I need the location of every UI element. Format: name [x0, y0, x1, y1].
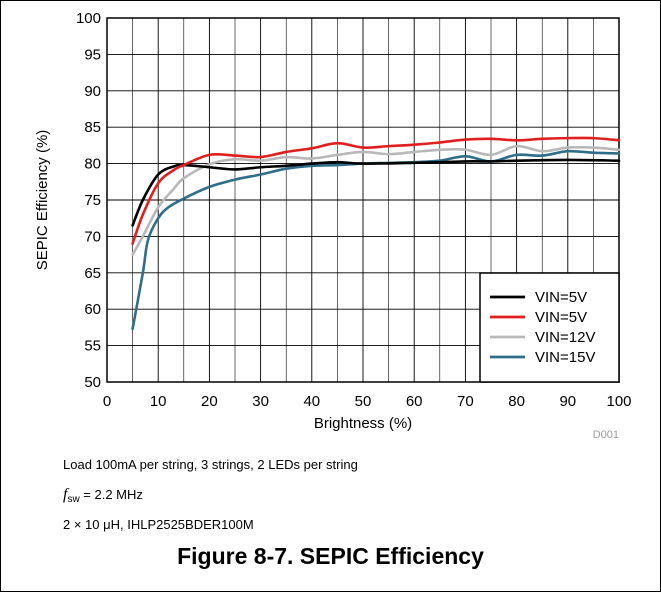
fsw-value: = 2.2 MHz	[79, 487, 143, 502]
y-tick-label: 90	[84, 83, 101, 100]
note-inductor: 2 × 10 μH, IHLP2525BDER100M	[63, 517, 254, 532]
legend-box	[479, 272, 620, 383]
legend-label-3: VIN=12V	[535, 329, 595, 346]
x-tick-label: 100	[606, 393, 631, 410]
x-tick-label: 70	[457, 393, 474, 410]
figure-caption: Figure 8-7. SEPIC Efficiency	[177, 543, 484, 569]
note-switching-frequency: fsw = 2.2 MHz	[63, 486, 143, 505]
y-tick-label: 100	[76, 10, 101, 27]
x-tick-label: 20	[201, 393, 218, 410]
y-tick-label: 65	[84, 265, 101, 282]
y-tick-label: 75	[84, 192, 101, 209]
x-tick-label: 10	[150, 393, 167, 410]
x-tick-label: 80	[508, 393, 525, 410]
x-tick-label: 60	[406, 393, 423, 410]
legend-label-2: VIN=5V	[535, 309, 587, 326]
y-tick-label: 85	[84, 119, 101, 136]
series-line-3	[131, 144, 621, 256]
efficiency-chart: 0 10 20 30 40 50 60 70 80 90 100 50 55 60 65 70 75 80 85 90…	[34, 10, 632, 441]
x-tick-label: 0	[103, 393, 111, 410]
fsw-subscript: sw	[67, 494, 80, 505]
series-line-1	[131, 158, 621, 227]
figure-id-label: D001	[593, 429, 619, 441]
plot-area-border	[106, 17, 620, 383]
y-tick-label: 70	[84, 228, 101, 245]
y-axis-label: SEPIC Efficiency (%)	[34, 130, 51, 271]
x-tick-label: 30	[252, 393, 269, 410]
legend-label-4: VIN=15V	[535, 349, 595, 366]
y-tick-label: 80	[84, 156, 101, 173]
series-line-4	[131, 149, 621, 331]
y-tick-label: 60	[84, 301, 101, 318]
x-axis-label: Brightness (%)	[314, 415, 412, 432]
fsw-symbol: f	[63, 486, 68, 503]
note-load: Load 100mA per string, 3 strings, 2 LEDs…	[63, 457, 358, 472]
legend-label-1: VIN=5V	[535, 289, 587, 306]
series-line-2	[131, 136, 621, 245]
y-tick-label: 55	[84, 338, 101, 355]
x-tick-label: 40	[303, 393, 320, 410]
y-tick-label: 95	[84, 46, 101, 63]
x-tick-label: 90	[559, 393, 576, 410]
y-tick-label: 50	[84, 374, 101, 391]
x-tick-label: 50	[355, 393, 372, 410]
